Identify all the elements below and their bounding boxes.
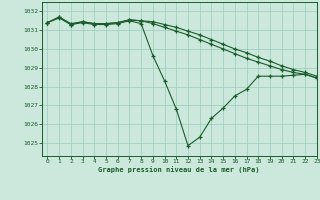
X-axis label: Graphe pression niveau de la mer (hPa): Graphe pression niveau de la mer (hPa): [99, 167, 260, 173]
